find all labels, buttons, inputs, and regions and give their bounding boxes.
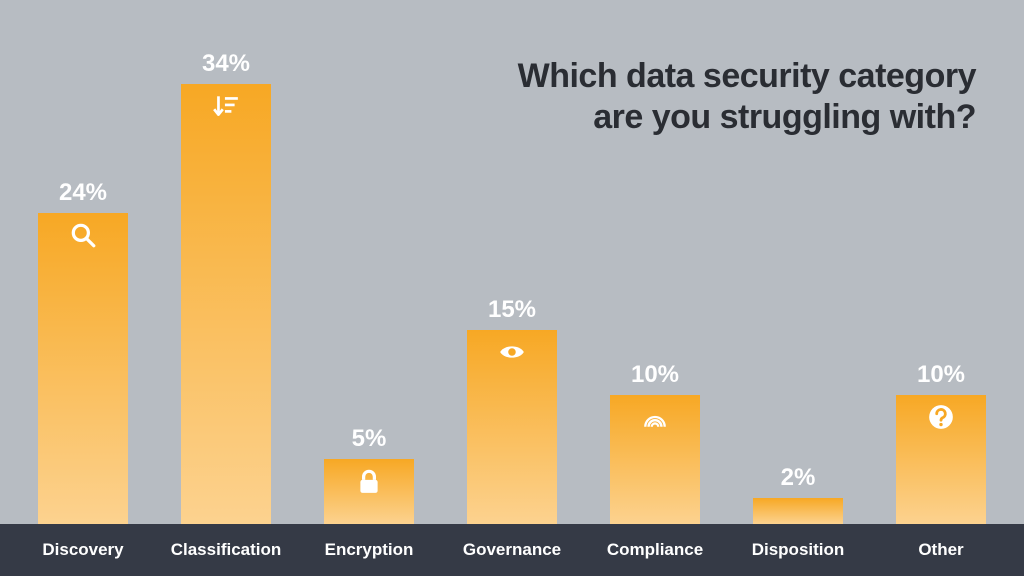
bar [753,498,843,524]
bar-value-label: 10% [631,361,679,389]
lock-icon [355,467,383,495]
bar-slot: 15% [467,296,557,524]
category-label: Other [918,540,963,560]
category-label: Classification [171,540,282,560]
eye-icon [498,338,526,366]
fingerprint-icon [641,403,669,431]
bar-slot: 10% [610,361,700,524]
bar-slot: 10% [896,361,986,524]
bar-slot: 5% [324,425,414,524]
bar-value-label: 15% [488,296,536,324]
bar-slot: 2% [753,464,843,524]
bar [896,395,986,524]
category-label: Disposition [752,540,845,560]
bar-value-label: 34% [202,50,250,78]
bar-slot: 34% [181,50,271,524]
footer-band: Discovery Classification Encryption Governa… [0,524,1024,576]
bar [181,84,271,524]
bars-area: 24% 34% 5% 15% 10% 2% 10% [0,0,1024,524]
category-label: Compliance [607,540,703,560]
infographic-canvas: Which data security category are you str… [0,0,1024,576]
bar-value-label: 5% [352,425,387,453]
category-label: Encryption [325,540,414,560]
bar-value-label: 10% [917,361,965,389]
category-label: Governance [463,540,561,560]
bar-value-label: 2% [781,464,816,492]
bar [467,330,557,524]
bar [38,213,128,524]
sort-icon [212,92,240,120]
bar [610,395,700,524]
category-labels: Discovery Classification Encryption Governa… [0,524,1024,576]
category-label: Discovery [42,540,123,560]
search-icon [69,221,97,249]
bar-slot: 24% [38,179,128,524]
bar [324,459,414,524]
bar-value-label: 24% [59,179,107,207]
question-icon [927,403,955,431]
